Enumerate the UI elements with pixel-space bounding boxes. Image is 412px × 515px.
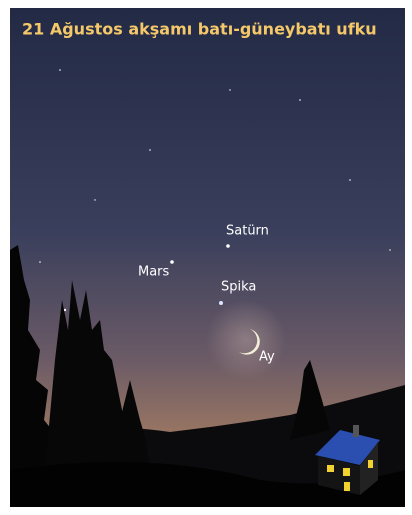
star <box>229 89 230 90</box>
window <box>368 460 373 468</box>
page: 21 Ağustos akşamı batı-güneybatı ufku Sa… <box>0 0 412 511</box>
star <box>349 179 351 181</box>
saturn-dot <box>226 244 230 248</box>
star <box>39 261 41 263</box>
label-mars: Mars <box>138 265 170 280</box>
star <box>94 199 95 200</box>
label-spica: Spika <box>221 280 256 295</box>
moon-glow <box>206 300 286 380</box>
sky-illustration: 21 Ağustos akşamı batı-güneybatı ufku Sa… <box>0 0 412 511</box>
door <box>344 482 350 491</box>
star <box>149 149 151 151</box>
star <box>299 99 301 101</box>
star <box>389 249 390 250</box>
title: 21 Ağustos akşamı batı-güneybatı ufku <box>22 20 377 39</box>
label-moon: Ay <box>259 350 275 365</box>
mars-dot <box>170 260 174 264</box>
chimney <box>353 425 359 437</box>
spica-dot <box>219 301 223 305</box>
label-saturn: Satürn <box>226 224 269 239</box>
star <box>59 69 61 71</box>
window <box>343 468 350 476</box>
window <box>327 465 334 472</box>
